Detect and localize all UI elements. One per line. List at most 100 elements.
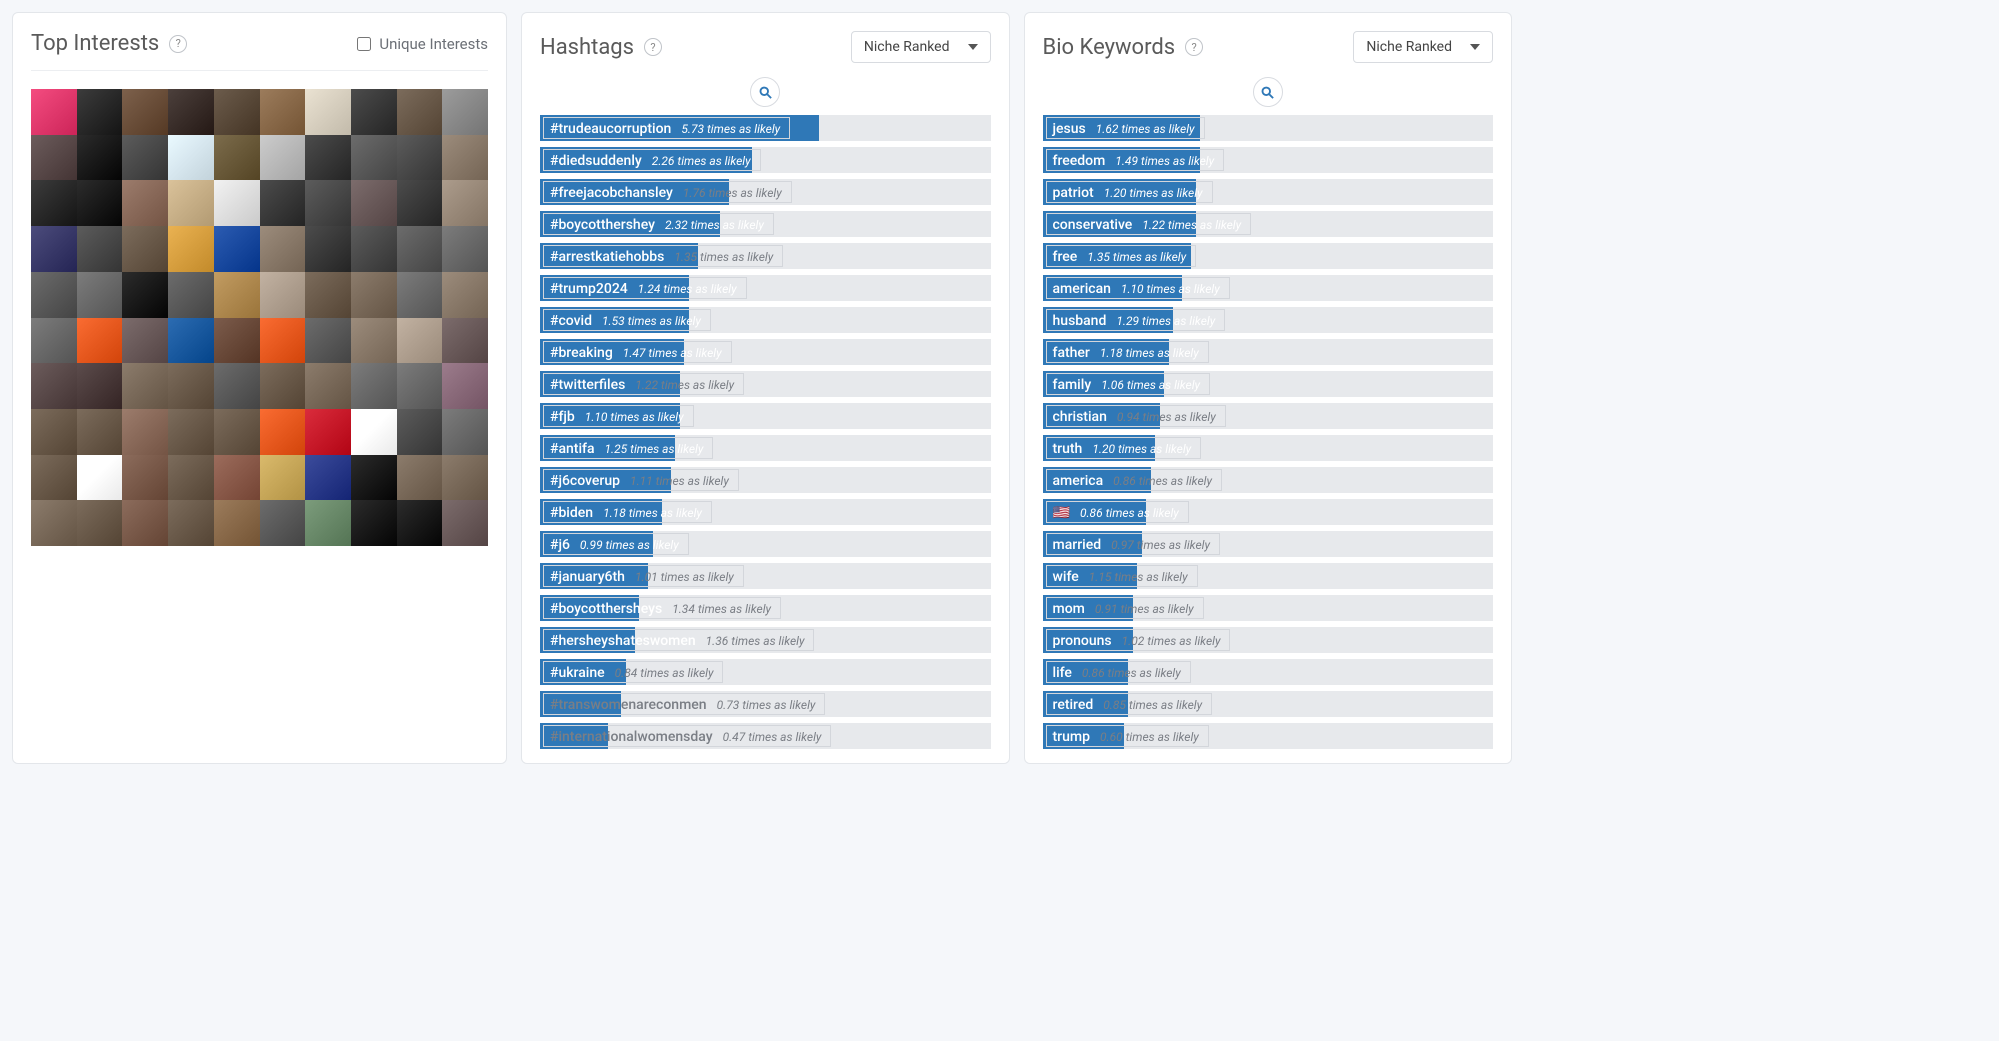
avatar[interactable] — [214, 318, 260, 364]
avatar[interactable] — [305, 318, 351, 364]
avatar[interactable] — [351, 363, 397, 409]
avatar[interactable] — [31, 226, 77, 272]
avatar[interactable] — [77, 500, 123, 546]
avatar[interactable] — [214, 89, 260, 135]
avatar[interactable] — [305, 455, 351, 501]
avatar[interactable] — [77, 318, 123, 364]
avatar[interactable] — [351, 500, 397, 546]
avatar[interactable] — [397, 318, 443, 364]
bar-row[interactable]: truth1.20 times as likely — [1043, 435, 1494, 461]
avatar[interactable] — [305, 135, 351, 181]
avatar[interactable] — [122, 226, 168, 272]
avatar[interactable] — [442, 500, 488, 546]
bar-row[interactable]: american1.10 times as likely — [1043, 275, 1494, 301]
avatar[interactable] — [260, 409, 306, 455]
bar-row[interactable]: #internationalwomensday0.47 times as lik… — [540, 723, 991, 749]
avatar[interactable] — [31, 180, 77, 226]
bar-row[interactable]: #trudeaucorruption5.73 times as likely — [540, 115, 991, 141]
avatar[interactable] — [442, 135, 488, 181]
bar-row[interactable]: #hersheyshateswomen1.36 times as likely — [540, 627, 991, 653]
avatar[interactable] — [260, 363, 306, 409]
bar-row[interactable]: #boycotthersheys1.34 times as likely — [540, 595, 991, 621]
avatar[interactable] — [397, 226, 443, 272]
avatar[interactable] — [77, 89, 123, 135]
bar-row[interactable]: america0.86 times as likely — [1043, 467, 1494, 493]
avatar[interactable] — [351, 455, 397, 501]
bar-row[interactable]: 🇺🇸0.86 times as likely — [1043, 499, 1494, 525]
avatar[interactable] — [77, 135, 123, 181]
avatar[interactable] — [305, 500, 351, 546]
avatar[interactable] — [168, 135, 214, 181]
bar-row[interactable]: family1.06 times as likely — [1043, 371, 1494, 397]
avatar[interactable] — [214, 363, 260, 409]
avatar[interactable] — [31, 363, 77, 409]
avatar[interactable] — [214, 226, 260, 272]
avatar[interactable] — [442, 409, 488, 455]
avatar[interactable] — [122, 89, 168, 135]
bar-row[interactable]: #diedsuddenly2.26 times as likely — [540, 147, 991, 173]
avatar[interactable] — [168, 180, 214, 226]
avatar[interactable] — [442, 272, 488, 318]
bar-row[interactable]: #ukraine0.84 times as likely — [540, 659, 991, 685]
avatar[interactable] — [168, 272, 214, 318]
avatar[interactable] — [397, 455, 443, 501]
sort-dropdown[interactable]: Niche Ranked — [1353, 31, 1493, 63]
avatar[interactable] — [305, 226, 351, 272]
bar-row[interactable]: #trump20241.24 times as likely — [540, 275, 991, 301]
avatar[interactable] — [260, 135, 306, 181]
bar-row[interactable]: pronouns1.02 times as likely — [1043, 627, 1494, 653]
avatar[interactable] — [442, 226, 488, 272]
avatar[interactable] — [31, 135, 77, 181]
avatar[interactable] — [305, 272, 351, 318]
sort-dropdown[interactable]: Niche Ranked — [851, 31, 991, 63]
avatar[interactable] — [31, 89, 77, 135]
bar-row[interactable]: jesus1.62 times as likely — [1043, 115, 1494, 141]
search-button[interactable] — [750, 77, 780, 107]
avatar[interactable] — [305, 363, 351, 409]
avatar[interactable] — [77, 180, 123, 226]
bar-row[interactable]: #breaking1.47 times as likely — [540, 339, 991, 365]
bar-row[interactable]: christian0.94 times as likely — [1043, 403, 1494, 429]
bar-row[interactable]: retired0.85 times as likely — [1043, 691, 1494, 717]
avatar[interactable] — [122, 318, 168, 364]
help-icon[interactable]: ? — [1185, 38, 1203, 56]
avatar[interactable] — [122, 455, 168, 501]
avatar[interactable] — [122, 409, 168, 455]
avatar[interactable] — [351, 226, 397, 272]
avatar[interactable] — [122, 135, 168, 181]
bar-row[interactable]: #fjb1.10 times as likely — [540, 403, 991, 429]
bar-row[interactable]: wife1.15 times as likely — [1043, 563, 1494, 589]
avatar[interactable] — [351, 272, 397, 318]
avatar[interactable] — [260, 318, 306, 364]
avatar[interactable] — [260, 180, 306, 226]
avatar[interactable] — [122, 272, 168, 318]
unique-interests-toggle[interactable]: Unique Interests — [357, 35, 488, 53]
avatar[interactable] — [168, 89, 214, 135]
avatar[interactable] — [168, 226, 214, 272]
avatar[interactable] — [168, 363, 214, 409]
bar-row[interactable]: #covid1.53 times as likely — [540, 307, 991, 333]
bar-row[interactable]: life0.86 times as likely — [1043, 659, 1494, 685]
bar-row[interactable]: #twitterfiles1.22 times as likely — [540, 371, 991, 397]
avatar[interactable] — [397, 363, 443, 409]
avatar[interactable] — [77, 226, 123, 272]
bar-row[interactable]: #transwomenareconmen0.73 times as likely — [540, 691, 991, 717]
avatar[interactable] — [214, 272, 260, 318]
avatar[interactable] — [397, 180, 443, 226]
bar-row[interactable]: freedom1.49 times as likely — [1043, 147, 1494, 173]
avatar[interactable] — [214, 500, 260, 546]
avatar[interactable] — [214, 135, 260, 181]
bar-row[interactable]: #biden1.18 times as likely — [540, 499, 991, 525]
avatar[interactable] — [260, 89, 306, 135]
avatar[interactable] — [31, 272, 77, 318]
avatar[interactable] — [397, 409, 443, 455]
unique-checkbox[interactable] — [357, 37, 371, 51]
avatar[interactable] — [260, 226, 306, 272]
avatar[interactable] — [260, 455, 306, 501]
avatar[interactable] — [351, 135, 397, 181]
help-icon[interactable]: ? — [644, 38, 662, 56]
avatar[interactable] — [305, 89, 351, 135]
search-button[interactable] — [1253, 77, 1283, 107]
avatar[interactable] — [77, 409, 123, 455]
avatar[interactable] — [397, 89, 443, 135]
